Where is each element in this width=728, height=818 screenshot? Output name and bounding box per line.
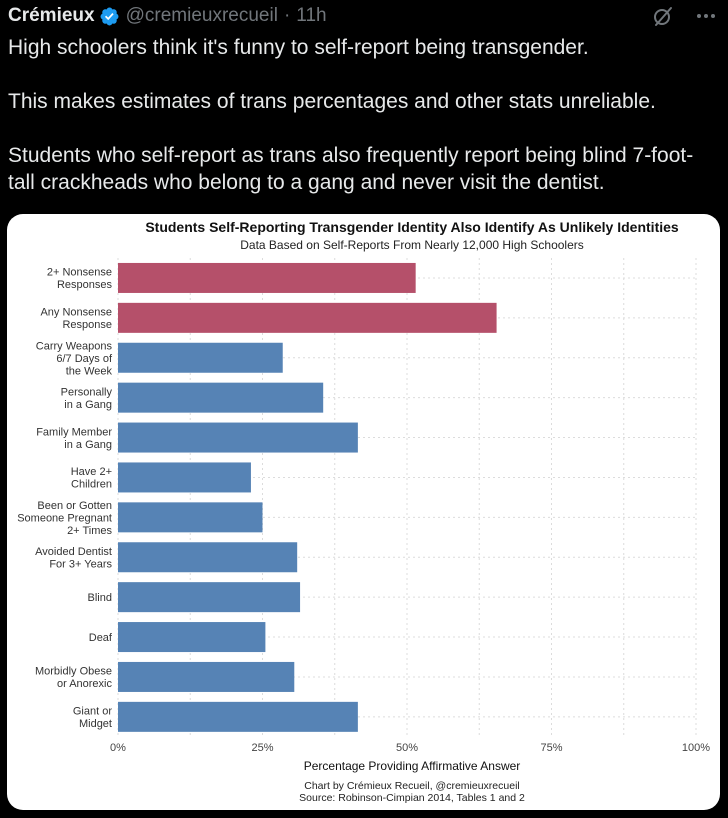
tweet-header: Crémieux @cremieuxrecueil · 11h bbox=[8, 3, 718, 29]
y-tick-label: in a Gang bbox=[64, 399, 112, 411]
bar bbox=[118, 262, 416, 293]
y-tick-label: Any Nonsense bbox=[40, 307, 112, 319]
x-axis-label: Percentage Providing Affirmative Answer bbox=[304, 759, 521, 773]
grok-icon[interactable] bbox=[652, 5, 674, 27]
bar bbox=[118, 342, 283, 373]
y-tick-label: or Anorexic bbox=[57, 678, 113, 690]
y-tick-label: Morbidly Obese bbox=[35, 666, 112, 678]
bar bbox=[118, 502, 263, 533]
bar bbox=[118, 661, 295, 692]
chart-source: Source: Robinson-Cimpian 2014, Tables 1 … bbox=[299, 792, 525, 804]
bar bbox=[118, 382, 324, 413]
timestamp[interactable]: 11h bbox=[296, 5, 327, 26]
tweet-paragraph: Students who self-report as trans also f… bbox=[8, 144, 694, 194]
author-name[interactable]: Crémieux bbox=[8, 5, 95, 26]
y-tick-label: Carry Weapons bbox=[36, 340, 113, 352]
y-tick-label: Deaf bbox=[89, 632, 113, 644]
y-tick-label: Personally bbox=[61, 386, 113, 398]
bar bbox=[118, 701, 358, 732]
y-tick-label: Midget bbox=[79, 718, 112, 730]
x-tick-label: 100% bbox=[682, 742, 710, 754]
bar bbox=[118, 622, 266, 653]
bar bbox=[118, 302, 497, 333]
chart-title: Students Self-Reporting Transgender Iden… bbox=[145, 219, 679, 235]
y-tick-label: For 3+ Years bbox=[49, 559, 112, 571]
more-options-icon[interactable] bbox=[694, 5, 718, 27]
y-tick-label: in a Gang bbox=[64, 439, 112, 451]
y-tick-label: Response bbox=[62, 319, 112, 331]
separator: · bbox=[283, 5, 291, 26]
y-tick-label: the Week bbox=[66, 365, 113, 377]
bar bbox=[118, 542, 298, 573]
x-tick-label: 25% bbox=[251, 742, 273, 754]
chart-credit: Chart by Crémieux Recueil, @cremieuxrecu… bbox=[304, 780, 519, 792]
y-tick-label: Avoided Dentist bbox=[35, 546, 112, 558]
x-tick-label: 50% bbox=[396, 742, 418, 754]
chart-bars bbox=[118, 262, 497, 732]
media-chart-card[interactable]: Students Self-Reporting Transgender Iden… bbox=[7, 214, 720, 810]
y-tick-label: Children bbox=[71, 479, 112, 491]
y-tick-label: 6/7 Days of bbox=[56, 353, 113, 365]
y-tick-label: Blind bbox=[88, 592, 112, 604]
y-tick-label: 2+ Times bbox=[67, 525, 112, 537]
y-tick-label: Responses bbox=[57, 279, 113, 291]
y-tick-label: Giant or bbox=[73, 706, 112, 718]
verified-badge-icon[interactable] bbox=[99, 6, 120, 27]
y-tick-label: Have 2+ bbox=[71, 466, 112, 478]
author-handle[interactable]: @cremieuxrecueil bbox=[125, 5, 278, 26]
tweet-paragraph: High schoolers think it's funny to self-… bbox=[8, 36, 589, 59]
y-tick-label: Someone Pregnant bbox=[17, 512, 112, 524]
bar bbox=[118, 422, 358, 453]
x-tick-label: 75% bbox=[540, 742, 562, 754]
bar bbox=[118, 462, 251, 493]
y-tick-label: 2+ Nonsense bbox=[47, 267, 112, 279]
y-tick-label: Family Member bbox=[36, 426, 112, 438]
bar-chart: Students Self-Reporting Transgender Iden… bbox=[17, 219, 710, 804]
y-tick-label: Been or Gotten bbox=[37, 500, 112, 512]
tweet-paragraph: This makes estimates of trans percentage… bbox=[8, 90, 656, 113]
chart-subtitle: Data Based on Self-Reports From Nearly 1… bbox=[240, 238, 584, 252]
x-tick-label: 0% bbox=[110, 742, 126, 754]
chart-x-ticks: 0% 25% 50% 75% 100% bbox=[110, 742, 710, 754]
tweet-body: High schoolers think it's funny to self-… bbox=[8, 34, 720, 223]
bar bbox=[118, 582, 301, 613]
